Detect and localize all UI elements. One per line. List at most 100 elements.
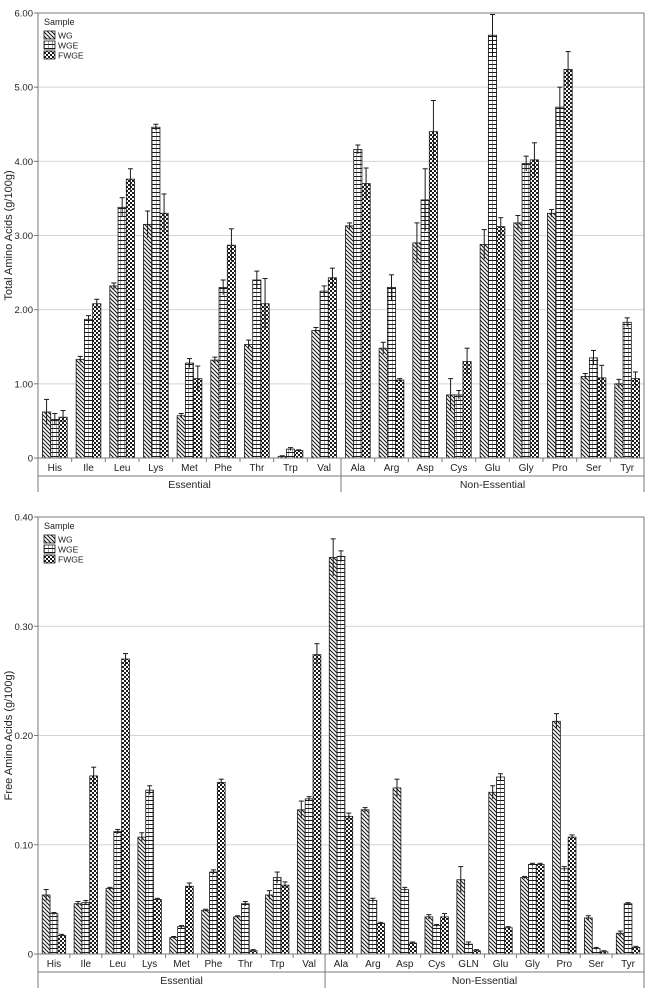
chart2-bar-wg-ala (328, 557, 338, 955)
chart1-bar-wg-pro (547, 212, 557, 459)
chart1-bar-wge-thr (252, 279, 262, 459)
chart2-x-tick-label-met: Met (173, 959, 190, 970)
chart1-bar-wge-val (319, 290, 329, 459)
chart1-bar-wg-ala (345, 225, 355, 459)
chart1-bar-wg-phe (210, 359, 220, 459)
chart1-bar-wg-ile (75, 358, 85, 459)
chart2-bar-fwge-arg (376, 923, 386, 955)
chart1-y-tick-label: 2.00 (15, 305, 34, 316)
chart2-bar-wge-leu (113, 831, 123, 955)
chart2-legend-label-wg: WG (58, 535, 73, 545)
chart2-bar-fwge-ile (89, 775, 98, 955)
chart1-bar-fwge-arg (395, 379, 405, 459)
chart1-x-tick-label-tyr: Tyr (620, 463, 635, 474)
chart1-legend-title: Sample (44, 17, 75, 27)
chart2-bar-wg-ser (584, 917, 593, 955)
chart1-bar-wge-cys (454, 394, 464, 459)
chart1-x-tick-label-thr: Thr (249, 463, 265, 474)
chart2-x-tick-label-pro: Pro (556, 959, 572, 970)
chart1-bar-fwge-ala (361, 183, 371, 459)
chart2-x-tick-label-glu: Glu (493, 959, 509, 970)
chart1-bar-wg-thr (244, 344, 254, 459)
chart1-y-tick-label: 3.00 (15, 231, 34, 242)
chart1-x-tick-label-leu: Leu (114, 463, 131, 474)
chart2-bar-wg-pro (552, 720, 561, 955)
chart2-bar-fwge-ala (344, 815, 354, 955)
total-amino-acids-chart: 0 1.00 2.00 3.00 4.00 5.00 6.00 Total Amino Aci… (0, 0, 650, 496)
chart1-x-tick-label-lys: Lys (148, 463, 163, 474)
chart1-y-tick-label: 6.00 (15, 9, 34, 20)
chart2-bar-wg-lys (137, 836, 147, 955)
chart1-x-tick-label-ile: Ile (83, 463, 94, 474)
chart1-bar-wge-met (184, 362, 195, 459)
chart2-legend-swatch-wg (43, 534, 56, 544)
chart1-bar-wg-lys (143, 223, 153, 459)
chart2-bar-fwge-met (185, 885, 194, 955)
chart1-bar-wge-ile (83, 318, 94, 459)
chart2-bar-fwge-lys (153, 898, 162, 955)
chart1-x-tick-label-gly: Gly (519, 463, 534, 474)
chart2-y-tick-label: 0.20 (15, 731, 34, 742)
chart1-bar-wge-lys (151, 126, 161, 459)
chart1-x-tick-label-phe: Phe (214, 463, 232, 474)
chart1-y-tick-label: 1.00 (15, 379, 34, 390)
chart1-x-tick-label-met: Met (181, 463, 198, 474)
chart2-x-tick-label-lys: Lys (142, 959, 157, 970)
chart1-x-tick-label-glu: Glu (485, 463, 501, 474)
chart1-bar-wg-val (311, 330, 321, 459)
chart1-bar-wge-glu (487, 34, 498, 459)
chart2-bar-wge-asp (400, 889, 410, 955)
chart2-bar-fwge-asp (408, 942, 417, 955)
chart2-y-tick-label: 0.30 (15, 622, 34, 633)
chart2-bar-wg-trp (265, 894, 274, 955)
chart2-bar-wg-val (296, 809, 306, 955)
chart1-bar-wge-ala (353, 149, 363, 459)
chart2-bar-wge-gly (528, 864, 537, 955)
chart2-bar-fwge-pro (567, 836, 577, 955)
chart1-group-label-essential: Essential (168, 479, 211, 491)
chart2-bar-wge-ile (81, 902, 91, 955)
chart1-bar-fwge-glu (496, 226, 506, 459)
chart2-bar-wge-glu (496, 776, 505, 955)
chart1-bar-wg-arg (378, 347, 388, 459)
chart1-legend-swatch-wg (43, 30, 56, 40)
chart1-bar-wg-ser (580, 376, 590, 459)
chart2-bar-fwge-val (312, 654, 322, 955)
chart1-bar-wge-asp (420, 199, 430, 459)
total-amino-acids-plot: 0 1.00 2.00 3.00 4.00 5.00 6.00 Total Amino Aci… (3, 9, 645, 492)
chart2-bar-wge-lys (145, 789, 154, 955)
chart1-x-tick-label-pro: Pro (552, 463, 568, 474)
chart2-bar-wg-thr (233, 916, 242, 955)
chart1-bar-wg-asp (412, 242, 422, 459)
chart2-bar-wge-pro (559, 868, 569, 955)
chart1-bar-wge-leu (117, 206, 127, 459)
chart2-legend-title: Sample (44, 521, 75, 531)
chart2-legend-label-wge: WGE (58, 545, 79, 555)
chart2-x-tick-label-ile: Ile (81, 959, 92, 970)
chart1-bar-fwge-trp (294, 450, 304, 459)
chart1-bar-wg-tyr (614, 383, 624, 459)
chart1-legend-swatch-wge (43, 40, 56, 50)
chart2-x-tick-label-asp: Asp (396, 959, 414, 970)
chart2-bar-wg-phe (201, 909, 210, 955)
chart2-y-axis-title: Free Amino Acids (g/100g) (3, 671, 15, 801)
chart1-legend-label-fwge: FWGE (58, 51, 84, 61)
chart2-legend-label-fwge: FWGE (58, 555, 84, 565)
chart1-bar-wg-gly (513, 222, 523, 459)
chart1-bar-fwge-val (327, 277, 337, 459)
chart1-y-tick-label: 5.00 (15, 83, 34, 94)
chart1-bar-wge-gly (521, 163, 531, 459)
chart2-x-tick-label-gln: GLN (458, 959, 479, 970)
chart2-bar-fwge-leu (121, 658, 130, 955)
chart2-bar-wge-his (49, 913, 59, 955)
chart2-x-tick-label-his: His (47, 959, 61, 970)
chart2-y-tick-label: 0.10 (15, 840, 34, 851)
chart2-x-tick-label-ser: Ser (588, 959, 604, 970)
chart2-x-tick-label-thr: Thr (238, 959, 254, 970)
chart1-legend-label-wge: WGE (58, 41, 79, 51)
chart1-bar-wg-glu (479, 243, 489, 459)
chart1-y-tick-label: 0 (28, 454, 33, 465)
free-amino-acids-chart: 0 0.10 0.20 0.30 0.40 Free Amino Acids (g/100… (0, 496, 650, 992)
chart1-x-tick-label-cys: Cys (450, 463, 467, 474)
chart1-group-label-non-essential: Non-Essential (460, 479, 525, 491)
